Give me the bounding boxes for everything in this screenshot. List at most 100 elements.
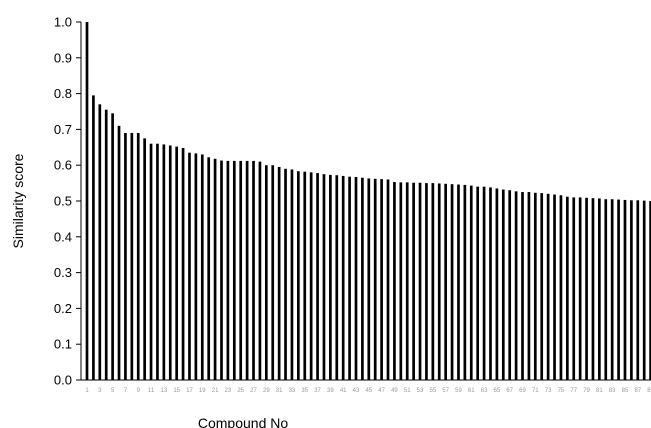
bar-compound-21 [213, 158, 217, 380]
bar-compound-1 [85, 22, 89, 380]
y-tick-label: 1.0 [54, 15, 72, 30]
bar-compound-57 [444, 183, 447, 380]
bar-compound-41 [341, 175, 345, 380]
bar-compound-52 [412, 182, 415, 380]
bar-compound-4 [104, 109, 108, 381]
x-tick-label: 81 [596, 388, 603, 394]
x-tick-label: 23 [225, 388, 232, 394]
bar-compound-53 [418, 182, 422, 380]
bar-compound-35 [303, 171, 307, 380]
y-tick-label: 0.8 [54, 86, 72, 101]
bar-compound-54 [425, 183, 428, 380]
bar-compound-66 [501, 189, 505, 380]
bar-compound-14 [168, 145, 172, 380]
bar-compound-61 [469, 185, 473, 380]
x-tick-label: 57 [442, 388, 449, 394]
bar-compound-59 [457, 184, 460, 380]
x-tick-label: 43 [353, 388, 360, 394]
bar-compound-49 [393, 182, 396, 380]
bar-compound-7 [124, 132, 127, 380]
x-tick-label: 61 [468, 388, 475, 394]
bar-compound-10 [143, 138, 146, 380]
x-tick-label: 47 [378, 388, 385, 394]
x-tick-label: 1 [85, 388, 89, 394]
bar-compound-46 [373, 178, 377, 380]
x-tick-label: 15 [173, 388, 180, 394]
bar-compound-72 [540, 193, 544, 380]
bar-compound-82 [604, 199, 608, 380]
bar-compound-34 [297, 171, 300, 380]
x-tick-label: 65 [494, 388, 501, 394]
bar-compound-27 [252, 160, 255, 380]
y-tick-label: 0.9 [54, 50, 72, 65]
x-tick-label: 27 [250, 388, 257, 394]
bar-compound-12 [156, 143, 159, 380]
bar-compound-60 [463, 184, 467, 380]
x-tick-label: 77 [570, 388, 577, 394]
bar-compound-11 [149, 143, 153, 380]
x-tick-label: 11 [148, 388, 155, 394]
x-tick-label: 35 [301, 388, 308, 394]
bar-compound-64 [489, 187, 492, 380]
x-tick-label: 53 [417, 388, 424, 394]
bar-compound-67 [508, 190, 512, 380]
bar-compound-81 [598, 198, 601, 380]
bar-compound-77 [572, 197, 576, 380]
bar-compound-38 [322, 174, 326, 380]
bar-compound-68 [514, 191, 518, 380]
x-tick-label: 73 [545, 388, 552, 394]
x-tick-label: 71 [532, 388, 539, 394]
x-tick-label: 17 [186, 388, 193, 394]
bar-compound-55 [431, 183, 435, 380]
y-ticks-group: 0.0 0.1 0.2 0.3 0.4 0.5 0.6 0.7 0.8 0.9 1.0 [54, 15, 81, 388]
bar-compound-85 [623, 199, 627, 380]
y-tick-label: 0.1 [54, 337, 72, 352]
bar-compound-5 [111, 113, 114, 380]
bar-compound-73 [546, 193, 550, 380]
bar-compound-22 [220, 160, 223, 380]
bar-compound-37 [316, 173, 319, 380]
bar-compound-2 [92, 95, 95, 380]
bar-compound-69 [521, 192, 524, 380]
y-tick-label: 0.6 [54, 158, 72, 173]
bar-compound-87 [636, 200, 640, 380]
bar-compound-17 [188, 152, 191, 380]
x-tick-label: 83 [609, 388, 616, 394]
y-tick-label: 0.3 [54, 265, 72, 280]
bar-compound-9 [136, 132, 140, 380]
x-tick-label: 85 [622, 388, 629, 394]
bar-compound-31 [277, 166, 281, 380]
y-axis-label: Similarity score [10, 153, 26, 248]
bar-compound-8 [130, 132, 134, 380]
bar-compound-51 [405, 182, 409, 380]
x-tick-label: 69 [519, 388, 526, 394]
bar-compound-63 [482, 186, 486, 380]
x-tick-label: 39 [327, 388, 334, 394]
bar-compound-45 [367, 178, 371, 380]
y-tick-label: 0.7 [54, 122, 72, 137]
bar-compound-39 [329, 174, 332, 380]
bar-compound-42 [348, 176, 351, 380]
bar-compound-33 [290, 169, 294, 380]
x-tick-label: 41 [340, 388, 347, 394]
x-tick-label: 87 [634, 388, 641, 394]
bar-compound-13 [162, 144, 166, 380]
bar-compound-20 [207, 157, 211, 380]
bar-compound-86 [630, 200, 633, 380]
bar-compound-78 [578, 197, 582, 380]
bar-compound-16 [181, 148, 185, 380]
bar-compound-18 [194, 153, 198, 380]
bar-compound-40 [335, 175, 339, 380]
x-tick-label: 7 [124, 388, 128, 394]
x-tick-label: 51 [404, 388, 411, 394]
bars-group [85, 22, 651, 381]
x-tick-label: 3 [98, 388, 102, 394]
bar-compound-26 [245, 160, 249, 380]
x-tick-label: 13 [161, 388, 168, 394]
bar-compound-76 [565, 196, 569, 380]
x-tick-label: 67 [506, 388, 513, 394]
x-tick-label: 63 [481, 388, 488, 394]
x-tick-label: 37 [314, 388, 321, 394]
bar-compound-30 [271, 165, 275, 380]
